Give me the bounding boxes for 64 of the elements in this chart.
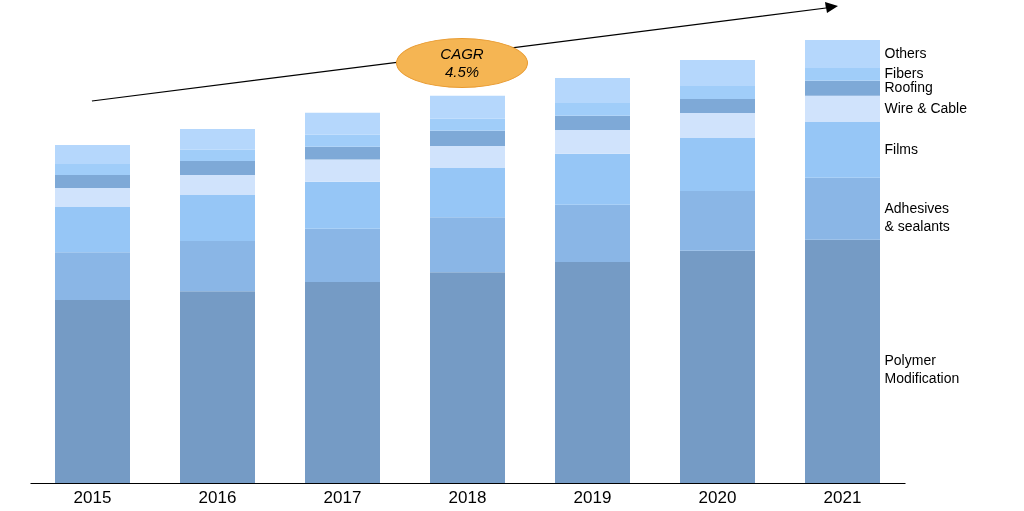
bar — [430, 118, 505, 131]
bar — [180, 129, 255, 150]
bar — [555, 129, 630, 154]
annotation: CAGR 4.5% — [439, 45, 485, 81]
bar — [55, 175, 130, 188]
bar — [805, 121, 880, 178]
bar — [680, 191, 755, 251]
bar — [55, 252, 130, 301]
bar — [555, 153, 630, 205]
bar — [430, 95, 505, 119]
bar — [55, 164, 130, 176]
bar — [805, 80, 880, 96]
bar — [805, 239, 880, 483]
bar — [680, 98, 755, 114]
bar — [180, 149, 255, 161]
x-tick-label: 2021 — [823, 487, 862, 507]
bar — [305, 112, 380, 135]
bar — [430, 168, 505, 218]
bar — [680, 86, 755, 99]
bar — [680, 250, 755, 483]
bar — [55, 144, 130, 165]
bar — [55, 300, 130, 483]
bar — [180, 291, 255, 483]
x-tick-label: 2016 — [198, 487, 237, 507]
series-label: Polymer Modification — [884, 352, 960, 387]
bar — [680, 113, 755, 138]
bar — [805, 177, 880, 240]
bar — [680, 59, 755, 87]
bar — [305, 228, 380, 282]
bar — [180, 175, 255, 196]
x-tick-label: 2018 — [448, 487, 487, 507]
bar — [55, 187, 130, 208]
bar — [680, 137, 755, 192]
bar — [805, 95, 880, 122]
series-label: Wire & Cable — [884, 99, 968, 116]
bar — [180, 241, 255, 292]
bar — [555, 78, 630, 103]
series-label: Roofing — [884, 79, 933, 96]
bar — [430, 217, 505, 273]
bar — [805, 67, 880, 81]
bar — [555, 204, 630, 262]
x-tick-label: 2020 — [698, 487, 737, 507]
series-label: Fibers — [884, 65, 924, 82]
series-label: Others — [884, 44, 927, 61]
bar — [430, 145, 505, 169]
bar — [305, 281, 380, 483]
x-tick-label: 2017 — [323, 487, 362, 507]
bar — [305, 181, 380, 229]
bar — [55, 207, 130, 253]
bar — [305, 134, 380, 147]
bar — [430, 272, 505, 483]
series-label: Films — [884, 140, 918, 157]
bar — [555, 115, 630, 130]
bar — [555, 261, 630, 483]
bar — [180, 160, 255, 176]
bar — [305, 159, 380, 182]
bar — [430, 130, 505, 146]
bar — [805, 40, 880, 68]
bar — [180, 195, 255, 242]
bar — [305, 146, 380, 160]
x-tick-label: 2019 — [573, 487, 612, 507]
series-label: Adhesives & sealants — [884, 199, 950, 234]
bar — [555, 102, 630, 116]
x-tick-label: 2015 — [73, 487, 112, 507]
